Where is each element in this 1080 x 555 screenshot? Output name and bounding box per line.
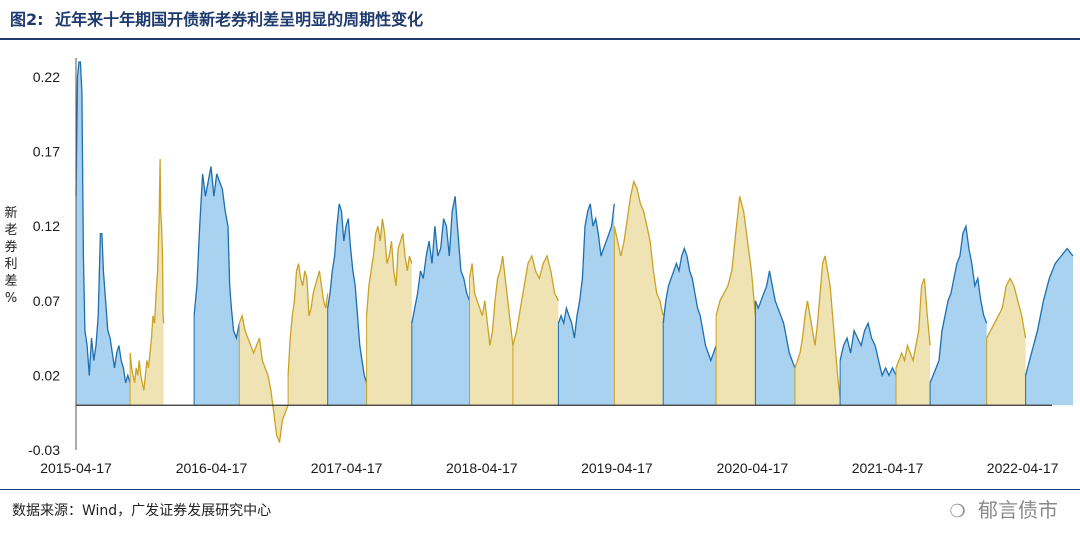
cycle-area-10 [512,256,559,406]
cycle-line-15 [754,270,796,369]
y-tick-label: 0.07 [33,293,60,309]
cycle-line-19 [929,223,988,384]
cycle-line-16 [794,255,841,398]
x-tick-label: 2020-04-17 [717,460,789,476]
cycle-area-15 [755,270,795,406]
y-tick-label: 0.17 [33,144,60,160]
cycle-area-8 [411,196,470,406]
cycle-area-21 [1025,248,1073,406]
cycle-line-6 [327,203,368,383]
figure-title: 图2: 近年来十年期国开债新老券利差呈明显的周期性变化 [10,6,423,30]
cycle-line-5 [287,263,329,376]
cycle-line-3 [193,166,240,341]
y-tick-label: 0.02 [33,367,60,383]
cycle-line-1 [75,61,131,383]
y-tick-labels: 0.22 0.17 0.12 0.07 0.02 -0.03 [28,69,60,458]
cycle-area-1 [76,62,131,406]
cycle-line-17 [839,321,897,378]
x-tick-label: 2018-04-17 [446,460,518,476]
y-tick-label: -0.03 [28,442,60,458]
cycle-line-12 [613,179,664,316]
x-tick-label: 2022-04-17 [987,460,1059,476]
cycle-line-20 [986,276,1027,339]
cycle-area-12 [614,181,664,406]
cycle-line-8 [411,196,471,324]
chart-axes [75,58,1052,450]
figure-label: 图2: [10,10,44,29]
cycle-area-18 [896,278,931,406]
cycle-area-13 [663,248,717,406]
cycle-area-9 [469,256,513,406]
wechat-bubble-icon: ❍ [949,501,966,522]
y-tick-label: 0.12 [33,218,60,234]
page-title: 近年来十年期国开债新老券利差呈明显的周期性变化 [55,10,424,29]
cycle-line-7 [365,218,413,316]
cycle-area-11 [558,203,615,406]
cycle-line-14 [715,196,757,316]
cycle-line-11 [557,203,615,339]
cycle-line-4 [238,313,289,443]
cycle-line-21 [1024,247,1074,376]
y-tick-label: 0.22 [33,69,60,85]
title-rule [0,38,1080,40]
cycle-line-9 [468,255,514,346]
cycle-area-2 [130,159,164,406]
x-tick-labels: 2015-04-17 2016-04-17 2017-04-17 2018-04-17… [40,460,1058,476]
cycle-area-20 [986,278,1026,406]
x-tick-label: 2017-04-17 [311,460,383,476]
cycle-area-16 [795,256,841,406]
cycle-area-7 [366,218,412,406]
cycle-area-17 [840,323,896,406]
watermark-text: 郁言债市 [978,498,1058,522]
spread-chart: 0.22 0.17 0.12 0.07 0.02 -0.03 2015-04-17 2016… [28,58,1074,476]
cycle-line-18 [895,278,931,369]
cycle-area-6 [327,203,367,406]
x-tick-label: 2021-04-17 [852,460,924,476]
cycle-line-13 [662,246,717,363]
x-tick-label: 2016-04-17 [176,460,248,476]
cycle-line-10 [512,254,559,346]
x-tick-label: 2015-04-17 [40,460,112,476]
cycle-area-19 [930,226,987,406]
watermark: ❍ 郁言债市 [950,494,1059,523]
footer-rule [0,489,1080,490]
cycle-line-2 [129,158,165,391]
source-note: 数据来源：Wind，广发证券发展研究中心 [12,503,272,519]
cycle-area-5 [288,263,328,406]
cycle-area-14 [716,196,756,406]
cycle-areas [75,61,1074,443]
cycle-area-3 [194,166,240,406]
y-axis-label: 新老券利差% [4,206,18,306]
x-tick-label: 2019-04-17 [581,460,653,476]
